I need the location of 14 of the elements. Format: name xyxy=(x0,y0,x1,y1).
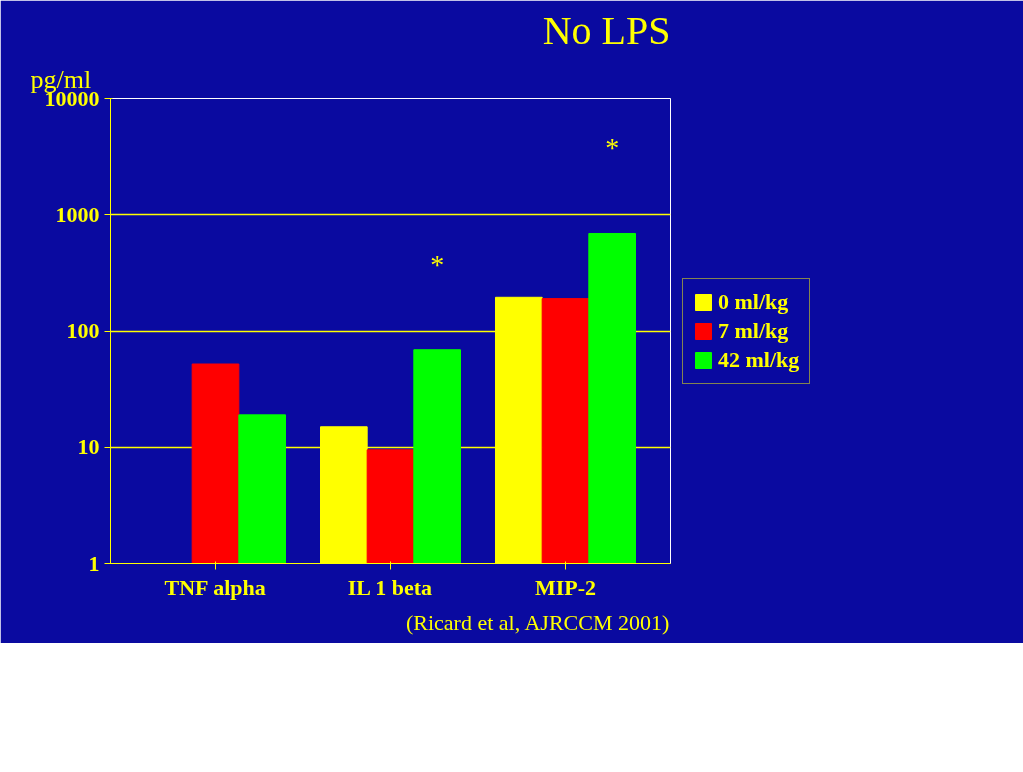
chart-title: No LPS xyxy=(542,7,671,53)
x-tick-label: MIP-2 xyxy=(534,574,597,600)
legend-label: 42 ml/kg xyxy=(718,346,800,373)
legend-label: 7 ml/kg xyxy=(718,317,789,344)
annotation: * xyxy=(430,248,445,280)
x-tick-label: IL 1 beta xyxy=(347,574,433,600)
annotation: * xyxy=(605,132,620,164)
x-tick-label: TNF alpha xyxy=(164,574,266,600)
y-tick-label: 10 xyxy=(77,434,100,460)
text: (Ricard et al, AJRCCM 2001) xyxy=(405,609,670,635)
legend-label: 0 ml/kg xyxy=(718,288,789,315)
y-tick-label: 1 xyxy=(88,550,100,576)
y-tick-label: 1000 xyxy=(55,201,100,227)
y-tick-label: 100 xyxy=(66,318,100,343)
